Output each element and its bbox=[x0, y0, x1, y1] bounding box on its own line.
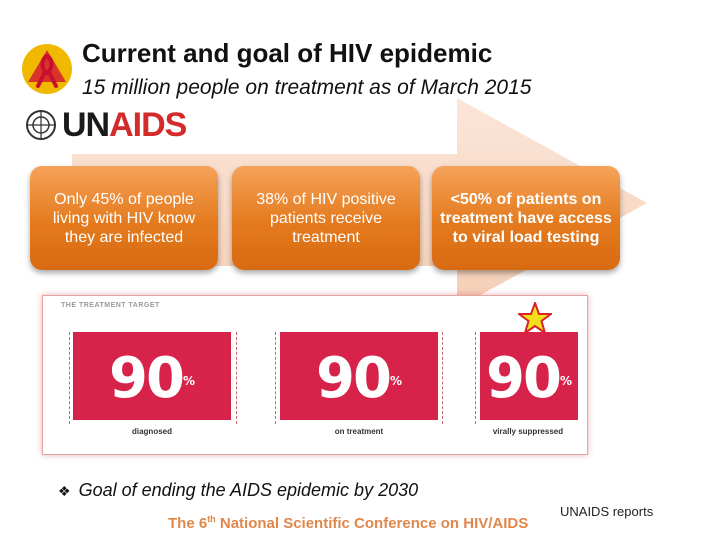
info-box-viral-load: <50% of patients on treatment have acces… bbox=[432, 166, 620, 270]
page-subtitle: 15 million people on treatment as of Mar… bbox=[82, 76, 532, 99]
footer-prefix: The 6 bbox=[168, 515, 208, 532]
target-unit: % bbox=[559, 374, 572, 388]
target-on-treatment: 90% bbox=[280, 332, 438, 420]
divider bbox=[442, 332, 443, 424]
divider bbox=[69, 332, 70, 424]
divider bbox=[475, 332, 476, 424]
panel-label: THE TREATMENT TARGET bbox=[61, 302, 160, 309]
target-unit: % bbox=[389, 374, 402, 388]
footer-suffix: National Scientific Conference on HIV/AI… bbox=[215, 515, 529, 532]
treatment-target-panel: THE TREATMENT TARGET 90% diagnosed 90% o… bbox=[42, 295, 588, 455]
page-title: Current and goal of HIV epidemic bbox=[82, 38, 493, 68]
star-icon bbox=[518, 302, 552, 334]
target-unit: % bbox=[182, 374, 195, 388]
diamond-bullet-icon: ❖ bbox=[58, 483, 71, 499]
target-value: 90 bbox=[486, 346, 562, 411]
conference-logo-icon bbox=[22, 44, 72, 94]
footer-superscript: th bbox=[207, 514, 216, 524]
conference-footer: The 6th National Scientific Conference o… bbox=[168, 514, 528, 532]
target-diagnosed: 90% bbox=[73, 332, 231, 420]
unaids-logo: UNAIDS bbox=[24, 104, 187, 146]
divider bbox=[275, 332, 276, 424]
target-caption: diagnosed bbox=[131, 427, 172, 436]
info-box-treatment: 38% of HIV positive patients receive tre… bbox=[232, 166, 420, 270]
goal-text: Goal of ending the AIDS epidemic by 2030 bbox=[78, 480, 419, 500]
target-value: 90 bbox=[109, 346, 185, 411]
divider bbox=[236, 332, 237, 424]
source-note: UNAIDS reports bbox=[560, 504, 654, 519]
target-virally-suppressed: 90% bbox=[480, 332, 578, 420]
info-box-text: 38% of HIV positive patients receive tre… bbox=[256, 190, 396, 246]
info-box-knowledge: Only 45% of people living with HIV know … bbox=[30, 166, 218, 270]
goal-statement: ❖ Goal of ending the AIDS epidemic by 203… bbox=[58, 480, 418, 501]
logo-un-text: UN bbox=[62, 105, 110, 144]
info-box-text: <50% of patients on treatment have acces… bbox=[440, 190, 612, 246]
target-caption: virally suppressed bbox=[492, 427, 564, 436]
target-value: 90 bbox=[316, 346, 392, 411]
target-caption: on treatment bbox=[334, 427, 384, 436]
un-emblem-icon bbox=[26, 110, 56, 140]
logo-aids-text: AIDS bbox=[109, 105, 187, 144]
info-box-text: Only 45% of people living with HIV know … bbox=[52, 190, 196, 246]
